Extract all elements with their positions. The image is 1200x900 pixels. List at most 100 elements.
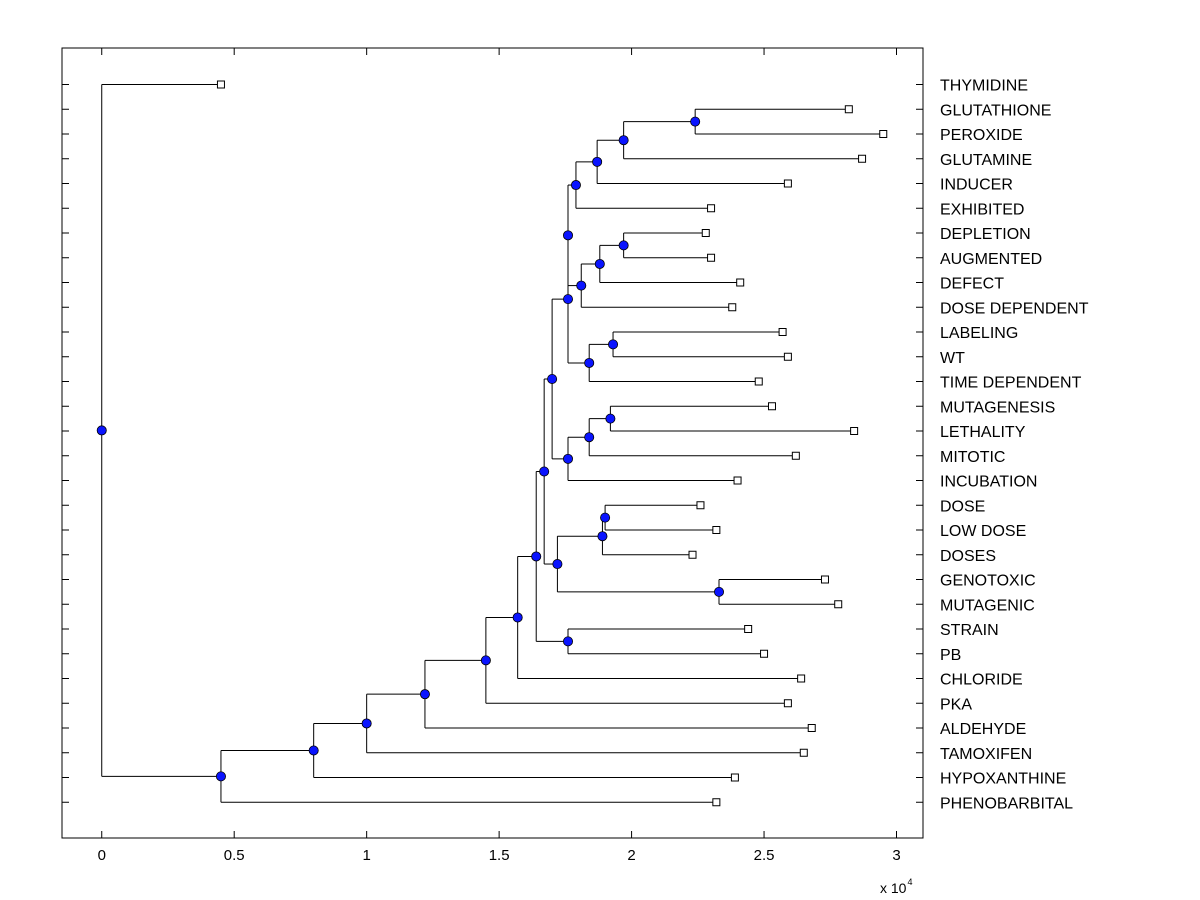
node-marker bbox=[600, 512, 611, 523]
leaf-label: INDUCER bbox=[940, 177, 1013, 194]
node-marker bbox=[419, 689, 430, 700]
leaf-label: GLUTATHIONE bbox=[940, 102, 1051, 119]
leaf-label: DEPLETION bbox=[940, 226, 1031, 243]
leaf-marker bbox=[712, 526, 721, 534]
leaf-label: GLUTAMINE bbox=[940, 152, 1032, 169]
leaf-label: THYMIDINE bbox=[940, 78, 1028, 95]
leaf-marker bbox=[701, 229, 710, 237]
leaf-marker bbox=[760, 649, 769, 658]
leaf-label: PKA bbox=[940, 696, 972, 713]
leaf-marker bbox=[712, 798, 721, 807]
x-tick-label: 0.5 bbox=[224, 847, 245, 864]
leaf-label: PB bbox=[940, 647, 961, 664]
node-marker bbox=[563, 294, 574, 305]
y-tick-layer bbox=[62, 84, 923, 803]
node-marker bbox=[584, 357, 595, 368]
leaf-label: DOSES bbox=[940, 548, 996, 565]
leaf-label: GENOTOXIC bbox=[940, 573, 1036, 590]
node-marker bbox=[563, 230, 574, 241]
leaf-label: WT bbox=[940, 350, 965, 367]
x-tick-label: 3 bbox=[892, 847, 900, 864]
node-marker bbox=[531, 551, 542, 562]
node-marker bbox=[308, 745, 319, 756]
leaf-marker bbox=[778, 328, 787, 336]
leaf-label: HYPOXANTHINE bbox=[940, 771, 1066, 788]
leaf-label: CHLORIDE bbox=[940, 672, 1023, 689]
leaf-marker bbox=[783, 699, 792, 708]
node-marker bbox=[618, 135, 629, 146]
x-multiplier-base: x 10 bbox=[880, 880, 907, 896]
leaf-marker bbox=[767, 402, 776, 411]
leaf-marker bbox=[728, 303, 737, 312]
node-marker bbox=[361, 718, 372, 729]
leaf-marker bbox=[820, 575, 829, 584]
x-tick-label: 1 bbox=[362, 847, 370, 864]
leaf-label: DOSE bbox=[940, 498, 985, 515]
node-marker bbox=[215, 771, 226, 782]
leaf-label: LOW DOSE bbox=[940, 523, 1026, 540]
node-marker bbox=[584, 432, 595, 443]
leaf-marker bbox=[730, 773, 739, 782]
leaf-label: MUTAGENESIS bbox=[940, 399, 1055, 416]
leaf-marker-layer bbox=[216, 80, 888, 807]
leaf-marker bbox=[736, 278, 745, 287]
node-marker bbox=[576, 280, 587, 291]
leaf-marker bbox=[850, 427, 859, 435]
leaf-marker bbox=[807, 724, 816, 732]
node-marker bbox=[608, 339, 619, 350]
x-tick-label: 0 bbox=[98, 847, 106, 864]
leaf-marker bbox=[707, 253, 716, 262]
leaf-marker bbox=[688, 550, 697, 559]
leaf-label: DOSE DEPENDENT bbox=[940, 300, 1089, 317]
node-marker bbox=[690, 116, 701, 127]
leaf-marker bbox=[696, 501, 705, 510]
x-tick-label: 2.5 bbox=[754, 847, 775, 864]
leaf-label: PEROXIDE bbox=[940, 127, 1023, 144]
leaf-label: ALDEHYDE bbox=[940, 721, 1026, 738]
leaf-marker bbox=[783, 179, 792, 188]
leaf-marker bbox=[844, 105, 853, 114]
leaf-marker bbox=[216, 80, 225, 89]
node-marker bbox=[597, 531, 608, 542]
node-marker bbox=[539, 466, 550, 477]
node-marker bbox=[552, 559, 563, 570]
x-tick-label: 2 bbox=[627, 847, 635, 864]
leaf-label: PHENOBARBITAL bbox=[940, 795, 1073, 812]
leaf-label: TAMOXIFEN bbox=[940, 746, 1032, 763]
node-marker bbox=[592, 156, 603, 167]
leaf-label: EXHIBITED bbox=[940, 201, 1024, 218]
leaf-marker bbox=[791, 451, 800, 460]
x-multiplier-exponent: 4 bbox=[907, 877, 912, 887]
leaf-marker bbox=[707, 204, 716, 213]
leaf-marker bbox=[879, 130, 888, 138]
leaf-label-layer: THYMIDINE GLUTATHIONE PEROXIDE GLUTAMINE IND… bbox=[940, 78, 1089, 813]
node-marker bbox=[96, 425, 107, 436]
node-marker bbox=[714, 586, 725, 597]
leaf-label: STRAIN bbox=[940, 622, 999, 639]
x-tick-label: 1.5 bbox=[489, 847, 510, 864]
node-marker bbox=[563, 636, 574, 647]
leaf-label: TIME DEPENDENT bbox=[940, 375, 1082, 392]
plot-frame bbox=[61, 47, 924, 839]
leaf-label: LABELING bbox=[940, 325, 1018, 342]
leaf-marker bbox=[733, 476, 742, 485]
leaf-label: MUTAGENIC bbox=[940, 597, 1035, 614]
leaf-marker bbox=[754, 377, 763, 386]
leaf-label: INCUBATION bbox=[940, 474, 1037, 491]
x-multiplier: x 104 bbox=[880, 877, 912, 896]
leaf-label: LETHALITY bbox=[940, 424, 1026, 441]
leaf-marker bbox=[744, 625, 753, 633]
node-marker bbox=[605, 413, 616, 424]
leaf-marker bbox=[797, 674, 806, 683]
leaf-marker bbox=[783, 352, 792, 361]
x-tick-layer: 0 0.5 1 1.5 2 2.5 3 bbox=[98, 48, 901, 864]
node-marker bbox=[618, 240, 629, 251]
leaf-label: MITOTIC bbox=[940, 449, 1005, 466]
leaf-label: DEFECT bbox=[940, 276, 1004, 293]
node-marker bbox=[570, 180, 581, 191]
leaf-marker bbox=[858, 154, 867, 163]
leaf-marker bbox=[834, 600, 843, 609]
leaf-marker bbox=[799, 748, 808, 757]
node-marker bbox=[563, 453, 574, 464]
